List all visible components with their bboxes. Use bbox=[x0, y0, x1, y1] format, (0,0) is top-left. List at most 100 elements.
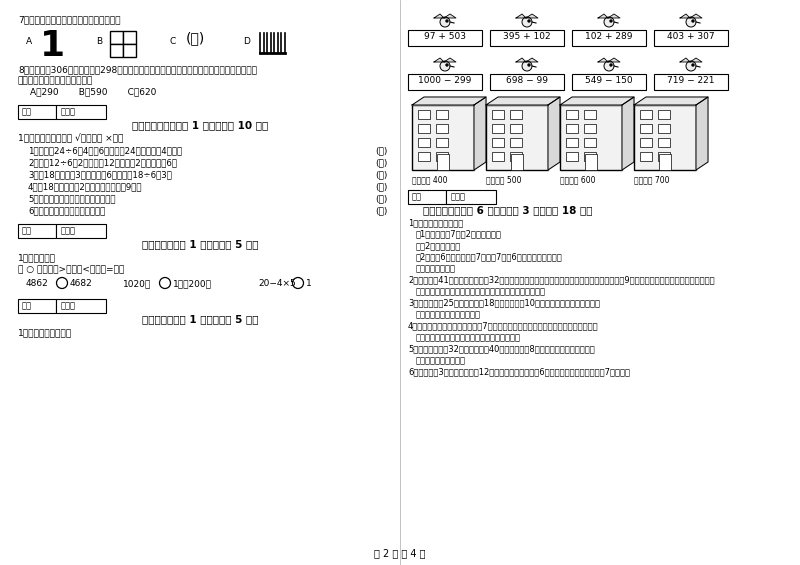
Polygon shape bbox=[444, 14, 456, 18]
Text: 102 + 289: 102 + 289 bbox=[586, 32, 633, 41]
Bar bbox=[492, 124, 504, 133]
Text: (　): ( ) bbox=[376, 194, 388, 203]
Text: D: D bbox=[243, 37, 250, 46]
Bar bbox=[584, 124, 596, 133]
Text: 1千克200克: 1千克200克 bbox=[173, 279, 212, 288]
Circle shape bbox=[522, 61, 532, 71]
Bar bbox=[584, 152, 596, 161]
Bar bbox=[510, 110, 522, 119]
Bar bbox=[634, 105, 696, 170]
Bar bbox=[492, 138, 504, 147]
Polygon shape bbox=[474, 97, 486, 170]
Text: 6．每份分得同样多，叫平均分。: 6．每份分得同样多，叫平均分。 bbox=[28, 206, 106, 215]
Text: (人): (人) bbox=[186, 31, 206, 45]
Text: 3．抂18平均分成3份，每份是6，列式是18÷6＝3。: 3．抂18平均分成3份，每份是6，列式是18÷6＝3。 bbox=[28, 170, 172, 179]
Text: 1: 1 bbox=[40, 29, 65, 63]
Text: 得分: 得分 bbox=[412, 192, 422, 201]
Bar bbox=[436, 124, 448, 133]
Text: （2）有时6排，每排座有7人，第7排座6人，一共有多少人？: （2）有时6排，每排座有7人，第7排座6人，一共有多少人？ bbox=[416, 253, 562, 262]
Bar bbox=[658, 110, 670, 119]
Bar bbox=[408, 74, 482, 90]
Text: 五、判断对与错（共 1 大题，共计 10 分）: 五、判断对与错（共 1 大题，共计 10 分） bbox=[132, 120, 268, 130]
Bar bbox=[640, 152, 652, 161]
Text: 1、判断题：（对的打 √，错的打 ×）。: 1、判断题：（对的打 √，错的打 ×）。 bbox=[18, 134, 123, 144]
Text: （1）每排座有7人，2排座多少人？: （1）每排座有7人，2排座多少人？ bbox=[416, 229, 502, 238]
Polygon shape bbox=[608, 14, 620, 18]
Circle shape bbox=[446, 64, 448, 66]
Bar bbox=[437, 154, 449, 170]
Bar bbox=[18, 105, 56, 119]
Bar bbox=[123, 31, 136, 44]
Text: A: A bbox=[26, 37, 32, 46]
Bar bbox=[511, 154, 523, 170]
Bar bbox=[658, 124, 670, 133]
Bar bbox=[654, 74, 728, 90]
Bar bbox=[492, 152, 504, 161]
Text: 答：可以分　　练玩。: 答：可以分 练玩。 bbox=[416, 356, 466, 365]
Text: 549 − 150: 549 − 150 bbox=[585, 76, 633, 85]
Circle shape bbox=[440, 61, 450, 71]
Text: 1000 − 299: 1000 − 299 bbox=[418, 76, 472, 85]
Text: 评卷人: 评卷人 bbox=[451, 192, 466, 201]
Polygon shape bbox=[516, 14, 526, 18]
Circle shape bbox=[686, 17, 696, 27]
Text: 1020克: 1020克 bbox=[123, 279, 151, 288]
Bar bbox=[566, 124, 578, 133]
Bar bbox=[486, 105, 548, 170]
Text: (　): ( ) bbox=[376, 182, 388, 191]
Text: 4、有一本故事书，把这些书分给7个小朋友，平均每个小朋友分到几本，还剩几本？: 4、有一本故事书，把这些书分给7个小朋友，平均每个小朋友分到几本，还剩几本？ bbox=[408, 321, 598, 331]
Bar bbox=[408, 190, 446, 204]
Polygon shape bbox=[434, 58, 444, 62]
Polygon shape bbox=[486, 97, 560, 105]
Text: 得分: 得分 bbox=[22, 107, 32, 116]
Text: 得数大约 500: 得数大约 500 bbox=[486, 175, 522, 184]
Circle shape bbox=[610, 20, 612, 22]
Bar bbox=[640, 124, 652, 133]
Bar bbox=[56, 224, 106, 238]
Text: 7、下列图形中，轴对称图形是（　　）。: 7、下列图形中，轴对称图形是（ ）。 bbox=[18, 15, 121, 24]
Text: (　): ( ) bbox=[376, 158, 388, 167]
Bar bbox=[566, 138, 578, 147]
Text: A．290       B．590       C．620: A．290 B．590 C．620 bbox=[30, 87, 156, 96]
Text: 5．因和除数相乘，结果等于被除数。: 5．因和除数相乘，结果等于被除数。 bbox=[28, 194, 115, 203]
Bar bbox=[659, 154, 671, 170]
Text: 七、连一连（共 1 大题，共计 5 分）: 七、连一连（共 1 大题，共计 5 分） bbox=[142, 314, 258, 324]
Text: 得分: 得分 bbox=[22, 226, 32, 235]
Text: 3、商店原来有25盖椅子，卖出18盖后，又运来10盖，这时商店有椅子多少盖？: 3、商店原来有25盖椅子，卖出18盖后，又运来10盖，这时商店有椅子多少盖？ bbox=[408, 298, 600, 307]
Bar bbox=[490, 30, 564, 46]
Circle shape bbox=[446, 20, 448, 22]
Polygon shape bbox=[680, 14, 690, 18]
Bar bbox=[572, 74, 646, 90]
Bar bbox=[418, 110, 430, 119]
Text: (　): ( ) bbox=[376, 206, 388, 215]
Polygon shape bbox=[696, 97, 708, 170]
Bar bbox=[584, 110, 596, 119]
Text: 二年级可能有（　　）名学生。: 二年级可能有（ ）名学生。 bbox=[18, 76, 94, 85]
Text: 698 − 99: 698 − 99 bbox=[506, 76, 548, 85]
Circle shape bbox=[528, 64, 530, 66]
Text: 答：2排座　　人。: 答：2排座 人。 bbox=[416, 241, 462, 250]
Polygon shape bbox=[634, 97, 708, 105]
Text: 1: 1 bbox=[306, 279, 312, 288]
Text: 六、比一比（共 1 大题，共计 5 分）: 六、比一比（共 1 大题，共计 5 分） bbox=[142, 239, 258, 249]
Bar bbox=[418, 138, 430, 147]
Text: 答：一共　　人。: 答：一共 人。 bbox=[416, 264, 456, 273]
Text: 8、四年级有306人，五年级有298人，二年级的学生人数比四、五年级的学生总人数少一些，: 8、四年级有306人，五年级有298人，二年级的学生人数比四、五年级的学生总人数… bbox=[18, 65, 257, 74]
Text: 第 2 页 共 4 页: 第 2 页 共 4 页 bbox=[374, 548, 426, 558]
Circle shape bbox=[692, 20, 694, 22]
Bar bbox=[446, 190, 496, 204]
Polygon shape bbox=[598, 14, 608, 18]
Text: 评卷人: 评卷人 bbox=[61, 226, 76, 235]
Bar bbox=[658, 138, 670, 147]
Bar bbox=[436, 138, 448, 147]
Polygon shape bbox=[608, 58, 620, 62]
Bar bbox=[566, 152, 578, 161]
Bar bbox=[408, 30, 482, 46]
Text: 答：据老师一共有　　个，每个同学可以分到　　个本子。: 答：据老师一共有 个，每个同学可以分到 个本子。 bbox=[416, 287, 546, 296]
Circle shape bbox=[440, 17, 450, 27]
Circle shape bbox=[692, 64, 694, 66]
Text: 1．在算式24÷6＝4中，6是除数，24是被除数，4是商。: 1．在算式24÷6＝4中，6是除数，24是被除数，4是商。 bbox=[28, 146, 182, 155]
Bar bbox=[418, 124, 430, 133]
Bar bbox=[572, 30, 646, 46]
Bar bbox=[585, 154, 597, 170]
